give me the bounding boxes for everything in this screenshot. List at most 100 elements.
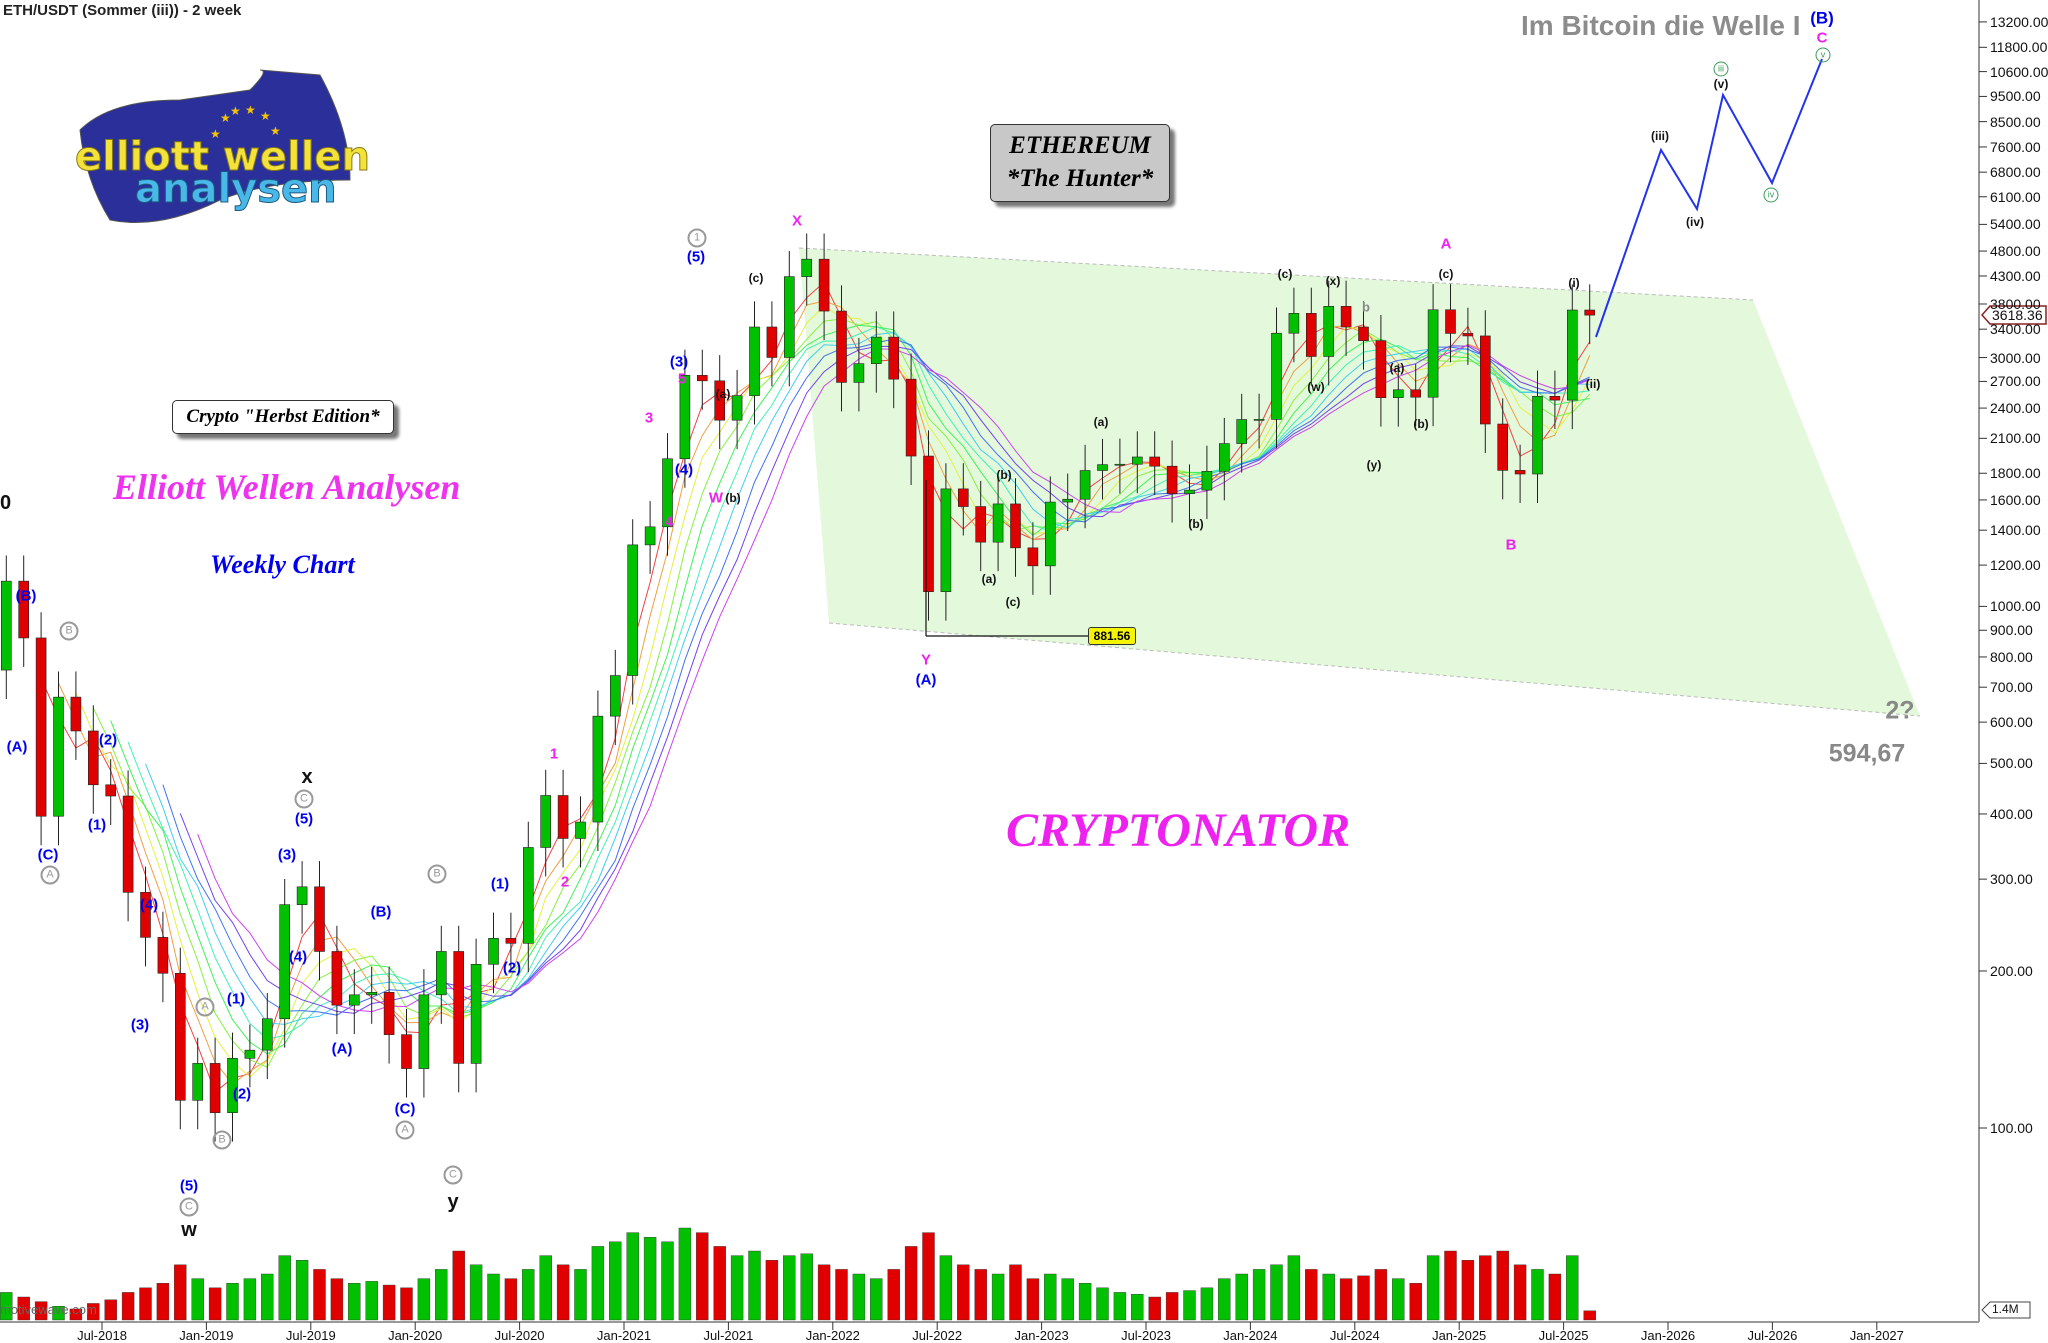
- wave-label: A: [195, 997, 215, 1017]
- y-tick-label: 2100.00: [1990, 430, 2041, 447]
- volume-bar: [156, 1282, 170, 1321]
- volume-bar: [678, 1227, 692, 1321]
- y-tick-label: 1200.00: [1990, 557, 2041, 574]
- last-price-tag: [1980, 305, 2047, 325]
- wave-label: (3): [277, 846, 297, 864]
- volume-bar: [1044, 1273, 1057, 1321]
- volume-bar: [1148, 1296, 1161, 1321]
- ma-line: [75, 305, 1591, 1078]
- wave-label: x: [301, 766, 313, 788]
- y-tick-label: 600.00: [1990, 714, 2033, 731]
- candle: [348, 994, 360, 1006]
- candle: [122, 795, 134, 893]
- volume-bar: [1531, 1269, 1544, 1321]
- candle: [1062, 498, 1073, 503]
- volume-bar: [852, 1273, 866, 1321]
- volume-bar: [783, 1255, 796, 1321]
- y-tick-label: 3000.00: [1990, 349, 2041, 366]
- x-tick-label: Jul-2024: [1329, 1328, 1380, 1343]
- volume-bar: [34, 1301, 48, 1321]
- candle: [1375, 340, 1387, 398]
- volume-bar: [348, 1282, 361, 1321]
- cryptonator-label: CRYPTONATOR: [1006, 804, 1351, 857]
- candle: [905, 378, 917, 457]
- wave-label: (1): [226, 990, 246, 1008]
- volume-bar: [52, 1305, 65, 1321]
- wave-label: (a): [715, 387, 731, 401]
- volume-bar: [957, 1264, 970, 1321]
- candle: [488, 938, 499, 965]
- y-tick-marks: [1979, 21, 1987, 1129]
- wave-label: (A): [915, 671, 937, 689]
- wave-label: (c): [1438, 267, 1454, 281]
- candle: [261, 1018, 273, 1051]
- wave-label: 1: [549, 745, 559, 763]
- volume-bar: [1078, 1282, 1092, 1321]
- candle: [783, 276, 795, 358]
- volume-bar: [1026, 1278, 1040, 1321]
- candles: [0, 233, 1595, 1142]
- volume-bar: [1183, 1290, 1196, 1321]
- volume-bar: [417, 1278, 431, 1321]
- candle: [957, 488, 969, 507]
- candle: [140, 892, 151, 938]
- candle: [662, 458, 673, 528]
- wave-label: (b): [1413, 417, 1429, 431]
- y-tick-label: 6100.00: [1990, 188, 2041, 205]
- candle: [470, 963, 482, 1064]
- candle: [1358, 326, 1369, 341]
- wave-label: A: [395, 1120, 415, 1140]
- wave-label: (2): [232, 1085, 252, 1103]
- candle: [1219, 443, 1230, 472]
- candle: [1567, 309, 1578, 401]
- wave-label: (c): [748, 271, 764, 285]
- volume-bar: [313, 1269, 326, 1321]
- projection-path: [1595, 58, 1823, 338]
- wave-label: (c): [1277, 267, 1293, 281]
- candle: [105, 784, 116, 797]
- candle: [88, 730, 99, 786]
- herbst-edition-box: Crypto "Herbst Edition*: [172, 400, 394, 434]
- wave-label: b: [1362, 299, 1370, 315]
- volume-bar: [1426, 1255, 1440, 1321]
- volume-bar: [713, 1246, 726, 1321]
- y-tick-label: 13200.00: [1990, 13, 2048, 30]
- volume-bar: [208, 1287, 222, 1321]
- candle: [1027, 547, 1039, 567]
- candle: [0, 580, 12, 671]
- x-tick-label: Jan-2022: [805, 1328, 860, 1343]
- wave-label: (5): [179, 1177, 199, 1195]
- volume-bar: [1287, 1255, 1301, 1321]
- volume-bar: [730, 1255, 744, 1321]
- candle: [453, 951, 465, 1064]
- wave-label: C: [294, 789, 314, 809]
- wave-label: (i): [1568, 276, 1580, 290]
- wave-label: C: [443, 1165, 463, 1185]
- x-tick-label: Jan-2025: [1432, 1328, 1487, 1343]
- volume-bar: [365, 1281, 378, 1321]
- x-tick-label: Jul-2026: [1747, 1328, 1798, 1343]
- volume-bar: [539, 1255, 552, 1321]
- wave-label: (5): [686, 248, 706, 266]
- volume-bar: [278, 1255, 291, 1321]
- y-tick-label: 3400.00: [1990, 321, 2041, 338]
- bitcoin-note: Im Bitcoin die Welle I: [1521, 10, 1801, 41]
- volume-bar: [1200, 1287, 1214, 1321]
- candle: [1201, 471, 1213, 491]
- wave-label: (3): [669, 353, 689, 371]
- wave-label: (v): [1713, 77, 1729, 91]
- wave-label: y: [447, 1191, 459, 1213]
- volume-bar: [626, 1232, 639, 1321]
- volume-bar: [1409, 1282, 1422, 1321]
- wave-label: (iii): [1651, 129, 1669, 143]
- ma-line: [179, 345, 1590, 1014]
- left-cut-label: 0: [0, 492, 12, 514]
- candle: [575, 821, 586, 839]
- volume-bar: [1061, 1278, 1074, 1321]
- y-tick-label: 500.00: [1990, 755, 2033, 772]
- volume-bar: [226, 1282, 239, 1321]
- wave-label: (b): [725, 491, 741, 505]
- candle: [435, 951, 447, 996]
- wave-label: A: [1440, 235, 1452, 253]
- wave-label: (w): [1307, 380, 1325, 394]
